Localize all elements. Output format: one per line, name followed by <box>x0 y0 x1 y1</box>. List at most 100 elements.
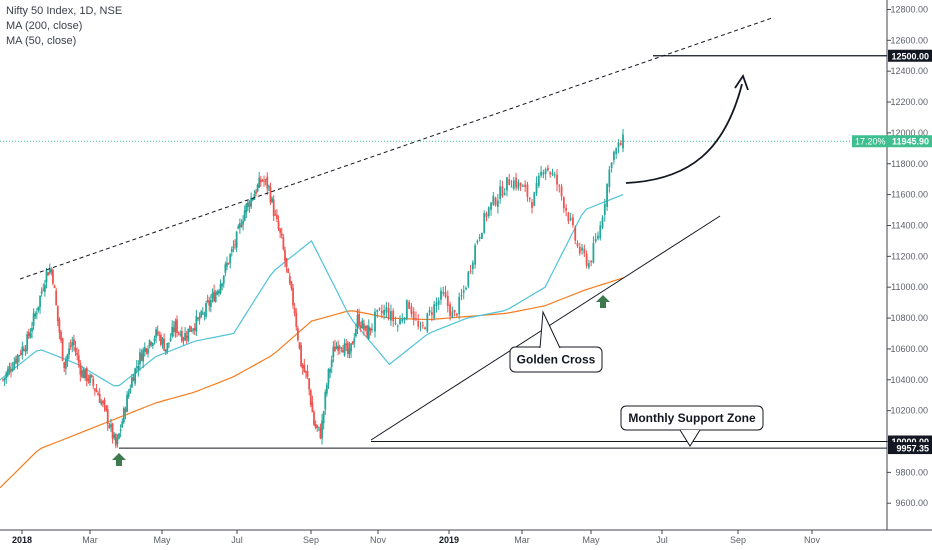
candle-body <box>574 227 577 241</box>
candle-body <box>90 374 93 378</box>
y-tick-label: 10200.00 <box>890 406 928 416</box>
candle-body <box>385 307 388 313</box>
candle-body <box>359 325 362 329</box>
candle-body <box>494 197 497 206</box>
candle-body <box>295 312 298 327</box>
candle-body <box>182 338 185 340</box>
candle-body <box>6 369 9 376</box>
candle-body <box>324 391 327 410</box>
candle-body <box>34 313 37 317</box>
candle-body <box>356 315 359 328</box>
candle-body <box>64 360 67 369</box>
candle-body <box>235 231 238 248</box>
candle-body <box>127 392 130 397</box>
candle-body <box>556 174 558 185</box>
candle-body <box>338 346 341 348</box>
candle-body <box>542 172 545 175</box>
candle-body <box>40 291 43 294</box>
candle-body <box>60 331 62 341</box>
candle-body <box>594 239 597 242</box>
candle-body <box>180 331 183 342</box>
candle-body <box>153 338 156 342</box>
candle-body <box>487 207 490 216</box>
candle-body <box>192 328 195 331</box>
candle-body <box>290 281 293 289</box>
candle-body <box>52 270 54 284</box>
candle-body <box>622 134 624 149</box>
candle-body <box>565 208 568 211</box>
candle-body <box>585 253 588 266</box>
candle-body <box>58 319 61 333</box>
candle-body <box>168 342 170 344</box>
candle-body <box>189 325 191 332</box>
candle-body <box>255 191 257 194</box>
candle-body <box>547 167 549 171</box>
last-price-change-text: 17.20% <box>855 137 886 147</box>
candle-body <box>197 317 199 320</box>
candle-body <box>535 182 538 194</box>
candle-body <box>119 429 122 431</box>
candle-body <box>458 296 461 315</box>
y-tick-label: 9800.00 <box>895 467 928 477</box>
candle-body <box>330 359 333 368</box>
upper-channel-line <box>19 17 773 280</box>
candle-body <box>100 401 103 405</box>
candle-body <box>515 177 517 188</box>
candle-body <box>305 370 307 373</box>
candle-body <box>31 327 33 332</box>
candle-body <box>203 313 206 315</box>
candle-body <box>102 401 104 403</box>
candle-body <box>274 214 277 216</box>
candle-body <box>18 355 21 357</box>
candle-body <box>276 214 278 220</box>
candle-body <box>284 249 286 261</box>
candle-body <box>376 309 379 312</box>
candle-body <box>61 338 64 361</box>
candle-body <box>396 325 399 327</box>
candle-body <box>229 254 232 263</box>
x-tick-label: Mar <box>514 535 530 545</box>
candle-body <box>42 289 45 291</box>
candle-body <box>53 285 56 289</box>
candle-body <box>361 320 364 329</box>
candle-body <box>442 292 445 294</box>
support-zone-callout-pointer <box>679 429 701 447</box>
candle-body <box>426 313 429 332</box>
candle-body <box>364 326 367 329</box>
candle-body <box>311 402 314 413</box>
candle-body <box>108 425 111 428</box>
candle-body <box>171 326 174 337</box>
candle-body <box>590 260 593 263</box>
candle-body <box>263 181 265 183</box>
y-tick-label: 11400.00 <box>891 220 928 230</box>
candle-body <box>219 284 222 294</box>
candle-body <box>544 169 547 174</box>
candle-body <box>446 295 449 307</box>
candle-body <box>606 184 608 207</box>
candle-body <box>492 195 495 205</box>
candle-body <box>316 425 319 428</box>
price-label-10000-text: 10000.00 <box>891 437 929 447</box>
candle-body <box>521 185 524 187</box>
candles-layer <box>2 128 624 449</box>
price-label-9957-bg <box>888 442 932 455</box>
candle-body <box>474 245 477 265</box>
candle-body <box>549 172 552 175</box>
candle-body <box>174 321 177 333</box>
candle-body <box>206 300 209 302</box>
y-tick-label: 11800.00 <box>891 159 928 169</box>
support-zone-callout-text: Monthly Support Zone <box>628 411 756 425</box>
y-tick-label: 10800.00 <box>890 313 928 323</box>
candle-body <box>89 375 91 383</box>
candle-body <box>131 377 133 388</box>
candle-body <box>601 217 604 228</box>
candle-body <box>3 377 6 380</box>
candle-body <box>608 169 611 187</box>
candle-body <box>163 338 166 351</box>
candle-body <box>247 201 249 207</box>
candle-body <box>308 378 311 390</box>
y-tick-label: 12200.00 <box>890 97 928 107</box>
candle-body <box>213 291 215 302</box>
candle-body <box>242 220 244 225</box>
